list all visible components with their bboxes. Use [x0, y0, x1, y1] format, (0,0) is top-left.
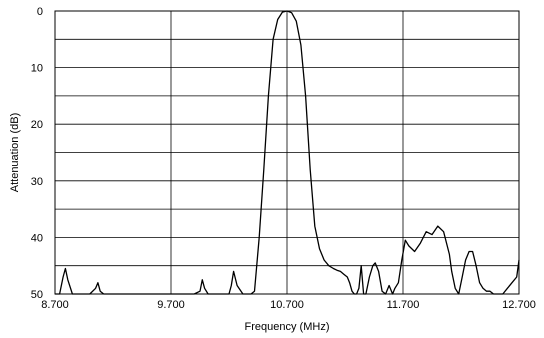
- y-tick-label: 40: [31, 232, 43, 244]
- x-tick-label: 12.700: [502, 299, 536, 311]
- x-tick-label: 10.700: [270, 299, 304, 311]
- y-tick-label: 50: [31, 289, 43, 301]
- x-tick-label: 8.700: [41, 299, 69, 311]
- x-tick-label: 11.700: [387, 299, 420, 311]
- x-axis-ticks: 8.700 9.700 10.700 11.700 12.700: [41, 299, 536, 311]
- x-axis-label: Frequency (MHz): [245, 321, 330, 333]
- y-tick-label: 30: [31, 176, 43, 188]
- y-tick-label: 0: [37, 6, 43, 18]
- y-axis-label: Attenuation (dB): [9, 113, 21, 193]
- y-axis-ticks: 0 10 20 30 40 50: [31, 6, 43, 301]
- y-tick-label: 10: [31, 63, 43, 75]
- series-line: [55, 10, 520, 295]
- x-tick-label: 9.700: [157, 299, 185, 311]
- y-tick-label: 20: [31, 119, 43, 131]
- grid: [54, 10, 520, 295]
